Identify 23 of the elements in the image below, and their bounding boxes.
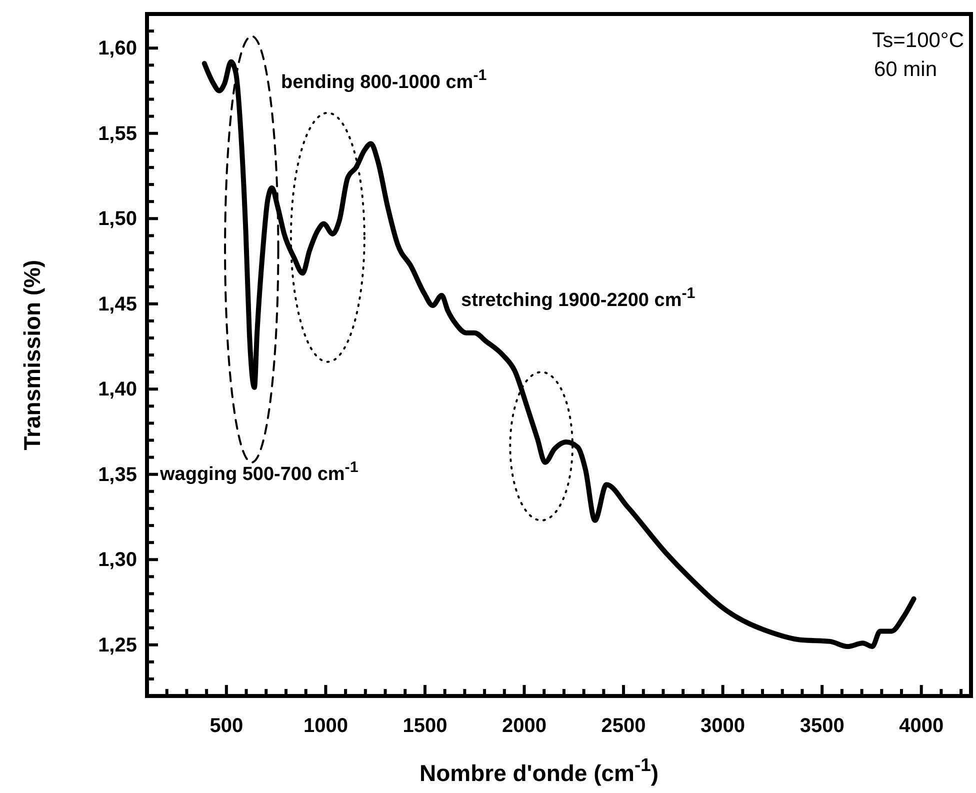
y-tick-label: 1,35 bbox=[98, 464, 137, 486]
y-tick-label: 1,50 bbox=[98, 208, 137, 230]
y-tick-label: 1,60 bbox=[98, 38, 137, 60]
x-tick-label: 3500 bbox=[800, 715, 844, 738]
annotation: stretching 1900-2200 cm$^{-1}$ bbox=[461, 284, 696, 311]
x-tick-label: 3000 bbox=[700, 715, 746, 738]
annotation: bending 800-1000 cm$^{-1}$ bbox=[281, 66, 488, 93]
annotation: 60 min bbox=[874, 58, 937, 81]
y-tick-label: 1,25 bbox=[98, 634, 137, 656]
annotation: wagging 500-700 cm$^{-1}$ bbox=[159, 458, 359, 485]
y-tick-label: 1,30 bbox=[98, 549, 137, 571]
x-tick-label: 4000 bbox=[899, 715, 944, 738]
y-tick-label: 1,45 bbox=[98, 293, 137, 316]
x-tick-label: 1000 bbox=[303, 715, 348, 738]
y-tick-label: 1,55 bbox=[98, 122, 137, 145]
x-tick-label: 500 bbox=[210, 715, 244, 738]
x-tick-label: 2000 bbox=[502, 715, 547, 738]
x-tick-label: 1500 bbox=[402, 715, 448, 738]
annotation: Ts=100°C bbox=[872, 29, 964, 52]
x-tick-label: 2500 bbox=[601, 715, 646, 738]
y-tick-label: 1,40 bbox=[98, 378, 137, 400]
y-axis-title: Transmission (%) bbox=[19, 260, 45, 450]
x-axis-title: Nombre d'onde (cm$^{-1}$) bbox=[419, 754, 659, 786]
